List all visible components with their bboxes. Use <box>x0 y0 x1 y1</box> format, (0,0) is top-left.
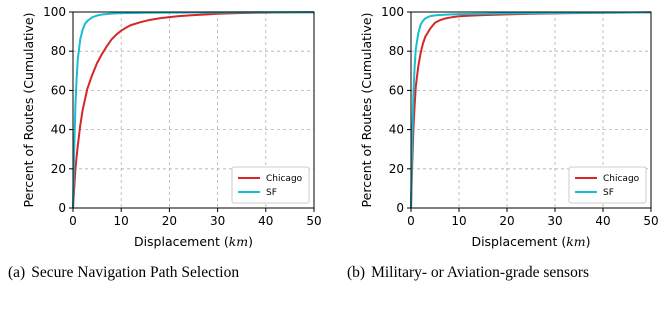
chart-b: 0 10 20 30 40 50 0 20 40 60 80 100 Displacement (km)… <box>359 5 659 249</box>
caption-a-label: (a) <box>8 264 26 281</box>
legend: Chicago SF <box>568 166 647 204</box>
caption-b-label: (b) <box>347 264 366 281</box>
y-tick-label: 40 <box>389 123 404 137</box>
chart-a: 0 10 20 30 40 50 0 20 40 60 80 100 Displacement (km)… <box>21 5 322 249</box>
x-axis-label: Displacement (km) <box>471 234 590 249</box>
x-tick-label: 30 <box>547 214 562 228</box>
series-line-chicago <box>72 11 315 209</box>
y-axis-label: Percent of Routes (Cumulative) <box>359 13 374 208</box>
legend-label-sf: SF <box>603 188 614 198</box>
legend-label-chicago: Chicago <box>603 174 640 184</box>
x-tick-label: 40 <box>595 214 610 228</box>
x-tick-label: 30 <box>210 214 225 228</box>
legend-box <box>231 166 310 204</box>
x-tick-label: 10 <box>451 214 466 228</box>
x-axis-label: Displacement (km) <box>134 234 253 249</box>
caption-a-text: Secure Navigation Path Selection <box>31 264 240 281</box>
y-tick-label: 100 <box>43 5 66 19</box>
y-tick-label: 0 <box>58 201 66 215</box>
y-tick-label: 100 <box>381 5 404 19</box>
legend-box <box>568 166 647 204</box>
y-tick-label: 60 <box>51 83 66 97</box>
y-tick-label: 80 <box>389 44 404 58</box>
x-tick-label: 50 <box>643 214 658 228</box>
x-tick-label: 50 <box>306 214 321 228</box>
caption-a: (a) Secure Navigation Path Selection <box>8 262 326 283</box>
legend-label-chicago: Chicago <box>266 174 303 184</box>
y-tick-label: 80 <box>51 44 66 58</box>
x-tick-label: 0 <box>69 214 77 228</box>
caption-b: (b) Military- or Aviation-grade sensors <box>347 262 665 283</box>
y-axis-label: Percent of Routes (Cumulative) <box>21 13 36 208</box>
series-line-sf <box>410 11 652 209</box>
caption-b-text: Military- or Aviation-grade sensors <box>371 264 590 281</box>
x-tick-label: 0 <box>407 214 415 228</box>
y-tick-label: 20 <box>51 162 66 176</box>
x-tick-label: 40 <box>258 214 273 228</box>
legend: Chicago SF <box>231 166 310 204</box>
x-tick-label: 20 <box>162 214 177 228</box>
x-tick-label: 10 <box>114 214 129 228</box>
y-tick-label: 60 <box>389 83 404 97</box>
plot-frame <box>72 11 315 209</box>
legend-label-sf: SF <box>266 188 277 198</box>
y-tick-label: 0 <box>396 201 404 215</box>
y-tick-label: 40 <box>51 123 66 137</box>
plot-frame <box>410 11 652 209</box>
series-line-sf <box>72 11 314 209</box>
x-tick-label: 20 <box>499 214 514 228</box>
y-tick-label: 20 <box>389 162 404 176</box>
